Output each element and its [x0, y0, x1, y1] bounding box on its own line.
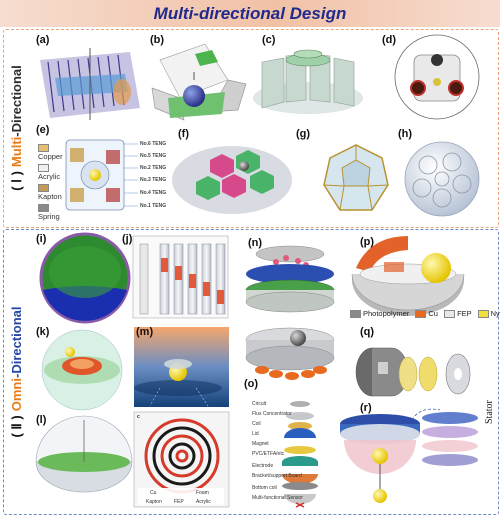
stator-label: Stator — [484, 400, 495, 424]
panel-label-d: (d) — [382, 34, 397, 46]
panel-m-illustration — [133, 327, 230, 508]
title-banner — [0, 0, 500, 27]
layer-label: Flux Concentrator — [252, 411, 292, 417]
panel-label-i: (i) — [36, 233, 47, 245]
panel-label-m: (m) — [136, 326, 154, 338]
panel-n-illustration — [245, 245, 335, 380]
teng-label: No.3 TENG — [140, 177, 167, 183]
panel-label-g: (g) — [296, 128, 311, 140]
panel-label-j: (j) — [122, 233, 133, 245]
legend-photopolymer: Photopolymer — [363, 309, 410, 318]
teng-label: No.2 TENG — [140, 165, 167, 171]
panel-label-h: (h) — [398, 128, 413, 140]
legend-spring: Spring — [38, 203, 60, 221]
teng-label: No.5 TENG — [140, 153, 167, 159]
teng-label: No.4 TENG — [140, 190, 167, 196]
teng-label: No.6 TENG — [140, 141, 167, 147]
legend-copper: Copper — [38, 143, 63, 161]
panel-e-illustration — [65, 139, 138, 211]
panel-k-illustration — [41, 329, 123, 411]
layer-label: Bracket/support Board — [252, 473, 302, 479]
section-multi-frame — [3, 29, 499, 228]
panel-label-o: (o) — [244, 378, 259, 390]
panel-h-illustration — [404, 141, 480, 217]
legend-nylon: Nylon — [490, 309, 500, 318]
panel-q-illustration — [355, 347, 471, 397]
layer-label: Bottom coil — [252, 485, 277, 491]
panel-l-illustration — [35, 415, 133, 493]
legend-fep: FEP — [457, 309, 472, 318]
layer-label: Electrode — [252, 463, 274, 469]
panel-label-c: (c) — [262, 34, 276, 46]
panel-f-illustration — [172, 146, 292, 214]
legend-cu: Cu — [428, 309, 438, 318]
panel-b-illustration — [151, 43, 247, 121]
panel-label-r: (r) — [360, 402, 372, 414]
legend-kapton: Kapton — [38, 183, 62, 201]
layer-label: PVC/ETFA/etc — [252, 451, 285, 457]
panel-a-illustration — [40, 48, 140, 120]
legend-foam: Foam — [196, 490, 209, 496]
layer-label: Lid — [252, 431, 259, 437]
panel-label-q: (q) — [360, 326, 375, 338]
panel-o-illustration — [282, 401, 318, 508]
legend-kapton: Kapton — [146, 499, 162, 505]
layer-label: Multi-functional Sensor — [252, 495, 303, 501]
layer-label: Coil — [252, 421, 261, 427]
layer-label: Circuit — [252, 401, 267, 407]
page-title: Multi-directional Design — [153, 4, 347, 23]
legend-cu: Cu — [150, 490, 157, 496]
panel-g-illustration — [323, 144, 389, 211]
legend-fep: FEP — [174, 499, 184, 505]
teng-label: No.1 TENG — [140, 203, 167, 209]
panel-p-illustration — [351, 236, 465, 316]
layer-label: Magnet — [252, 441, 269, 447]
panel-c-illustration — [253, 49, 363, 114]
panel-label-a: (a) — [36, 34, 50, 46]
panel-label-k: (k) — [36, 326, 50, 338]
panel-label-e: (e) — [36, 124, 50, 136]
panel-m-sublabel: c — [137, 414, 140, 420]
panel-label-p: (p) — [360, 236, 375, 248]
panel-label-f: (f) — [178, 128, 189, 140]
panel-i-illustration — [39, 232, 131, 324]
panel-d-illustration — [394, 34, 480, 120]
legend-acrylic: Acrylic — [196, 499, 211, 505]
panel-j-illustration — [132, 235, 229, 319]
legend-acrylic: Acrylic — [38, 163, 60, 181]
panel-r-illustration — [340, 408, 478, 503]
panel-label-l: (l) — [36, 414, 47, 426]
panel-label-n: (n) — [248, 237, 263, 249]
panel-label-b: (b) — [150, 34, 165, 46]
panel-p-legend: Photopolymer Cu FEP Nylon — [350, 309, 500, 319]
section-omni-frame — [3, 229, 499, 515]
